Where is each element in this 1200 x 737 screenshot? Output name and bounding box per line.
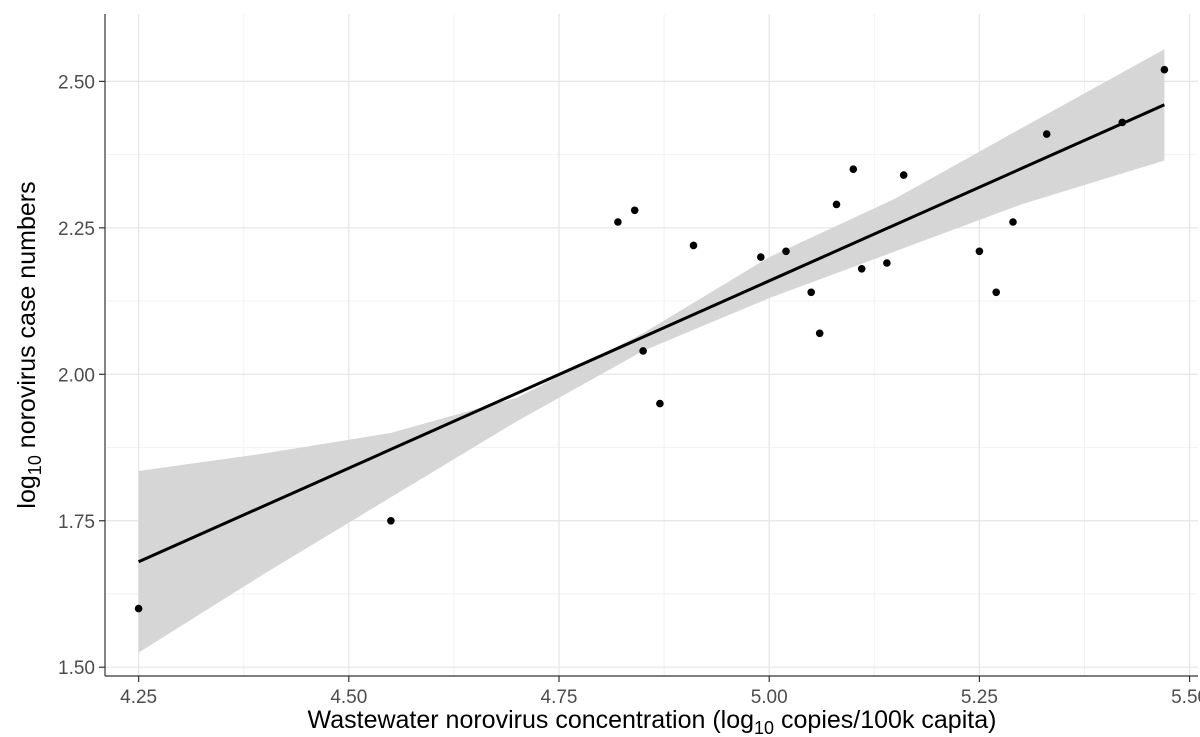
data-point [387,517,395,525]
data-point [1118,118,1127,127]
data-point [883,259,891,267]
data-point [1042,130,1051,138]
data-point [639,347,647,355]
data-point [656,399,664,408]
y-tick-label: 2.50 [58,72,95,93]
data-point [757,253,765,261]
data-point [832,200,841,209]
confidence-band [138,49,1165,653]
data-point [782,247,790,256]
data-point [899,171,908,179]
axes: 4.25 4.50 4.75 5.00 5.25 5.50 1.50 1.75 2.00 2.25… [58,14,1200,708]
data-point [1160,65,1169,74]
x-tick-label: 4.75 [541,687,578,708]
y-tick-label: 2.25 [58,219,95,240]
data-point [134,604,143,613]
data-point [630,206,639,215]
data-point [614,218,622,226]
grid [105,14,1198,676]
data-point [815,329,824,338]
y-tick-label: 2.00 [58,365,95,386]
x-tick-label: 5.50 [1171,687,1200,708]
data-point [689,241,698,250]
y-tick-label: 1.50 [58,658,95,679]
data-point [857,265,866,273]
points-layer [134,65,1169,613]
data-point [992,288,1000,297]
x-tick-label: 5.25 [961,687,998,708]
regression-line [138,103,1165,564]
data-point [849,165,858,173]
x-axis-title: Wastewater norovirus concentration (log1… [308,706,997,737]
data-point [807,288,815,297]
fit-line-layer [138,103,1165,564]
x-tick-label: 5.00 [751,687,788,708]
y-axis-title: log10 norovirus case numbers [13,181,45,508]
confidence-band-layer [138,49,1165,653]
x-tick-label: 4.50 [330,687,367,708]
data-point [975,247,984,256]
data-point [1009,218,1017,226]
y-tick-label: 1.75 [58,512,95,533]
x-tick-label: 4.25 [120,687,157,708]
